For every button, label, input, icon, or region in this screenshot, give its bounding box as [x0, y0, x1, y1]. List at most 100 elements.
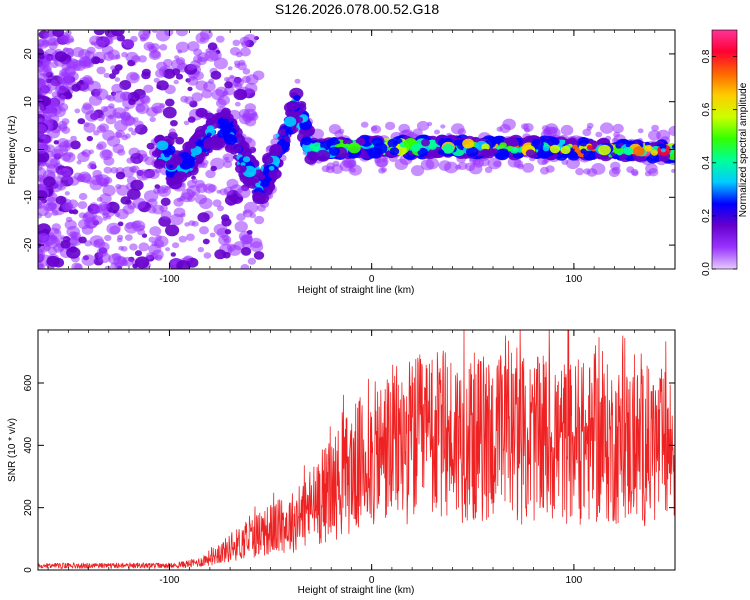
spectrogram-cell — [171, 68, 181, 76]
spectrogram-cell — [151, 30, 159, 33]
spectrogram-cell — [117, 234, 124, 240]
spectrogram-cell — [156, 30, 171, 42]
spectrogram-cell — [163, 58, 173, 67]
spectrogram-cell — [72, 60, 87, 71]
spectrogram-cell — [188, 142, 197, 149]
spectrogram-cell — [153, 77, 160, 83]
spectrogram-cell — [98, 201, 111, 212]
spectrogram-cell — [195, 183, 208, 194]
spectrogram-cell — [207, 42, 218, 51]
spectrogram-cell — [122, 204, 135, 215]
spectrogram-cell — [44, 211, 52, 219]
spectrogram-cell — [38, 198, 46, 210]
spectrogram-cell — [114, 120, 128, 132]
spectrogram-cell — [226, 144, 235, 152]
spectrogram-cell — [252, 70, 265, 81]
spectrogram-cell — [187, 64, 195, 71]
spectrogram-cell — [61, 202, 73, 212]
spectrogram-cell — [440, 124, 446, 129]
spectrogram-cell — [165, 98, 175, 107]
spectrogram-cell — [104, 234, 112, 242]
colorbar: 0.0 0.2 0.4 0.6 0.8 Normalized spectral ampl… — [701, 29, 749, 276]
spectrogram-cell — [191, 220, 199, 227]
spectrogram-cell — [114, 77, 121, 82]
spectrogram-cell — [195, 157, 202, 163]
spectrogram-cell — [315, 149, 331, 162]
spectrogram-cell — [202, 238, 210, 245]
spectrogram-cell — [671, 168, 675, 173]
spectrogram-cell — [175, 73, 184, 80]
spectrogram-cell — [644, 145, 653, 152]
spectrogram-cell — [279, 138, 286, 144]
spectrogram-cell — [46, 255, 60, 267]
spectrogram-cell — [224, 76, 230, 82]
spectrogram-cell — [41, 40, 50, 47]
spectrogram-cell — [219, 109, 231, 119]
spectrogram-cell — [561, 159, 569, 165]
spectrogram-cell — [133, 127, 141, 133]
spectrogram-cell — [213, 57, 228, 70]
spectrogram-cell — [169, 155, 183, 166]
spectrogram-cell — [55, 82, 69, 93]
spectrogram-cell — [216, 35, 225, 43]
spectrogram-cell — [260, 179, 270, 188]
spectrogram-cell — [223, 160, 233, 169]
spectrogram-cell — [110, 167, 119, 174]
spectrogram-cell — [659, 143, 667, 150]
spectrogram-cell — [90, 56, 101, 65]
spectrogram-cell — [81, 254, 96, 266]
spectrogram-cell — [381, 157, 388, 163]
spectrogram-cell — [59, 73, 73, 85]
spectrogram-cell — [203, 252, 212, 259]
spectrogram-cell — [171, 260, 177, 265]
spectrogram-cell — [146, 43, 154, 50]
spectrogram-cell — [129, 243, 138, 251]
spectrogram-cell — [226, 243, 237, 252]
spectrogram-cell — [139, 36, 147, 42]
spectrogram-cell — [165, 247, 171, 252]
y-tick-label: -20 — [23, 237, 34, 252]
colorbar-tick-label: 0.4 — [701, 155, 712, 169]
spectrogram-cell — [173, 207, 186, 218]
spectrogram-cell — [166, 178, 176, 187]
spectrogram-cell — [50, 79, 58, 86]
spectrogram-cell — [173, 79, 179, 85]
spectrogram-cell — [80, 84, 90, 92]
spectrogram-cell — [134, 159, 140, 164]
spectrogram-cell — [160, 197, 171, 206]
spectrogram-cell — [63, 47, 69, 52]
spectrogram-cell — [159, 44, 168, 51]
spectrogram-cell — [455, 164, 462, 170]
spectrogram-cell — [176, 30, 188, 37]
spectrogram-cell — [342, 140, 348, 145]
spectrogram-cell — [286, 100, 299, 111]
spectrogram-cell — [38, 43, 43, 48]
spectrogram-cell — [42, 234, 56, 246]
x-tick-label: -100 — [159, 575, 179, 586]
spectrogram-marks — [38, 30, 675, 269]
spectrogram-cell — [51, 223, 61, 232]
spectrogram-cell — [52, 30, 65, 38]
spectrogram-cell — [171, 58, 186, 71]
spectrogram-cell — [76, 160, 82, 165]
spectrogram-cell — [119, 111, 131, 121]
spectrogram-cell — [646, 153, 660, 164]
spectrogram-cell — [106, 201, 120, 213]
spectrogram-cell — [57, 120, 68, 130]
spectrogram-cell — [82, 75, 93, 84]
spectrogram-cell — [186, 233, 195, 241]
spectrogram-cell — [547, 136, 559, 147]
spectrogram-cell — [428, 142, 437, 150]
spectrogram-cell — [105, 115, 117, 125]
y-tick-label: 400 — [23, 437, 34, 454]
spectrogram-cell — [103, 72, 111, 78]
spectrogram-cell — [360, 121, 369, 128]
spectrogram-cell — [38, 98, 43, 103]
spectrogram-cell — [618, 142, 624, 147]
spectrogram-cell — [67, 176, 80, 186]
spectrogram-x-label: Height of straight line (km) — [298, 285, 415, 296]
spectrogram-cell — [252, 191, 265, 203]
spectrogram-cell — [96, 66, 106, 75]
spectrogram-cell — [71, 83, 81, 92]
spectrogram-cell — [301, 136, 312, 146]
